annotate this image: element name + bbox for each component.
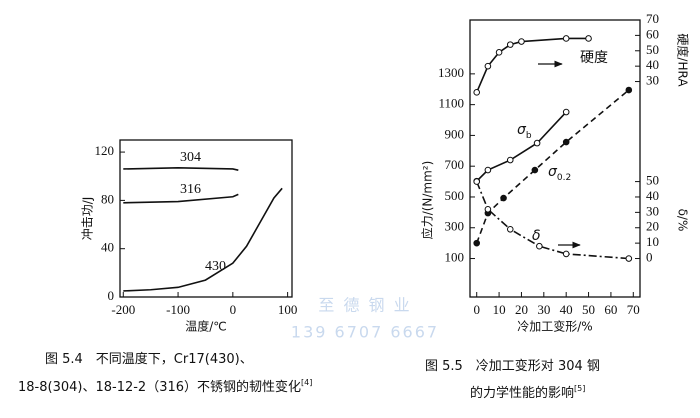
- caption: 图 5.4 不同温度下，Cr17(430)、: [45, 351, 253, 367]
- caption-ref: [4]: [301, 378, 312, 387]
- series-name: 430: [205, 259, 226, 274]
- plot-frame: [119, 139, 293, 298]
- x-tick-label: -100: [166, 302, 190, 317]
- point: [531, 166, 539, 174]
- series-label: δ: [532, 228, 541, 244]
- y-tick-label: 500: [445, 188, 465, 203]
- y-tick-label: 0: [108, 288, 115, 303]
- y-tick-label: 40: [101, 240, 114, 255]
- y-tick-label: 120: [95, 143, 115, 158]
- y3-tick-label: 40: [646, 188, 659, 203]
- line: [475, 89, 630, 244]
- x-tick-label: 0: [473, 302, 480, 317]
- watermark: 至 德 钢 业: [318, 296, 411, 315]
- point: [506, 41, 514, 48]
- point: [585, 35, 592, 42]
- caption-text: 图 5.5 冷加工变形对 304 钢: [425, 358, 600, 374]
- series-name: δ: [532, 228, 541, 244]
- point: [533, 139, 541, 147]
- x-tick-label: 50: [582, 302, 595, 317]
- series-label: σ0.2: [548, 164, 571, 183]
- series-name-sub: b: [526, 131, 532, 141]
- point: [536, 242, 543, 250]
- y3-tick-label: 50: [646, 173, 659, 188]
- point: [562, 138, 570, 146]
- series-label: 430: [205, 259, 226, 274]
- point: [562, 250, 570, 258]
- y-tick-label: 300: [445, 219, 465, 234]
- y-tick-label: 700: [445, 157, 465, 172]
- line: [123, 187, 283, 292]
- x-tick-label: 40: [560, 302, 573, 317]
- point: [484, 166, 492, 174]
- x-axis-title: 温度/℃: [185, 319, 227, 334]
- y-axis-title: 冲击功/J: [80, 197, 95, 241]
- y-tick-label: 100: [445, 250, 465, 265]
- x-tick-label: 20: [515, 302, 528, 317]
- point: [518, 38, 525, 45]
- line: [475, 37, 589, 93]
- x-tick-label: -200: [111, 302, 135, 317]
- point: [484, 62, 492, 70]
- y-tick-label: 1100: [438, 96, 464, 111]
- watermark: 139 6707 6667: [291, 323, 439, 342]
- series-name: σ: [517, 122, 527, 138]
- caption-ref: [5]: [574, 384, 585, 393]
- x-tick-label: 10: [493, 302, 506, 317]
- series-name-sub: 0.2: [557, 173, 571, 183]
- x-tick-label: 70: [627, 302, 640, 317]
- y-tick-label: 900: [445, 126, 465, 141]
- y-tick-label: 1300: [438, 65, 464, 80]
- point: [625, 255, 633, 262]
- point: [495, 49, 503, 56]
- line: [123, 193, 239, 204]
- point: [562, 108, 570, 116]
- point: [500, 194, 507, 202]
- caption: 的力学性能的影响[5]: [470, 384, 585, 401]
- y3-tick-label: 20: [646, 219, 659, 234]
- y2-tick-label: 40: [646, 57, 659, 72]
- y2-tick-label: 30: [646, 73, 659, 88]
- y3-tick-label: 10: [646, 234, 659, 249]
- y3-tick-label: 30: [646, 203, 659, 218]
- series-name: 316: [180, 182, 201, 197]
- point: [562, 35, 570, 42]
- series-name: σ: [548, 164, 558, 180]
- point: [473, 89, 481, 96]
- y3-tick-label: 0: [646, 250, 653, 265]
- x-tick-label: 100: [278, 302, 298, 317]
- point: [625, 86, 633, 94]
- y2-tick-label: 70: [646, 11, 659, 26]
- point: [473, 239, 481, 247]
- point: [484, 205, 492, 213]
- line: [123, 166, 239, 171]
- series-label: 316: [180, 182, 201, 197]
- x-axis-title: 冷加工变形/%: [517, 319, 592, 334]
- y2-axis-title: 硬度/HRA: [676, 33, 691, 87]
- series-name: 304: [180, 150, 201, 165]
- y2-tick-label: 50: [646, 42, 659, 57]
- line: [475, 181, 629, 260]
- x-tick-label: 30: [537, 302, 550, 317]
- caption-text: 图 5.4 不同温度下，Cr17(430)、: [45, 351, 253, 367]
- plot-frame: [469, 19, 641, 298]
- point: [506, 225, 514, 233]
- caption-text: 18-8(304)、18-12-2（316）不锈钢的韧性变化: [18, 379, 301, 395]
- y-tick-label: 80: [101, 191, 114, 206]
- series-label: σb: [517, 122, 532, 141]
- series-name: 硬度: [580, 50, 608, 66]
- point: [506, 156, 514, 164]
- caption: 18-8(304)、18-12-2（316）不锈钢的韧性变化[4]: [18, 378, 312, 395]
- caption: 图 5.5 冷加工变形对 304 钢: [425, 358, 600, 374]
- point: [473, 178, 481, 185]
- series-label: 304: [180, 150, 201, 165]
- caption-text: 的力学性能的影响: [470, 385, 574, 401]
- y-axis-title: 应力/(N/mm²): [420, 161, 435, 240]
- x-tick-label: 60: [604, 302, 617, 317]
- y3-axis-title: δ/%: [676, 209, 690, 232]
- x-tick-label: 0: [230, 302, 237, 317]
- y2-tick-label: 60: [646, 26, 659, 41]
- series-label: 硬度: [580, 50, 608, 66]
